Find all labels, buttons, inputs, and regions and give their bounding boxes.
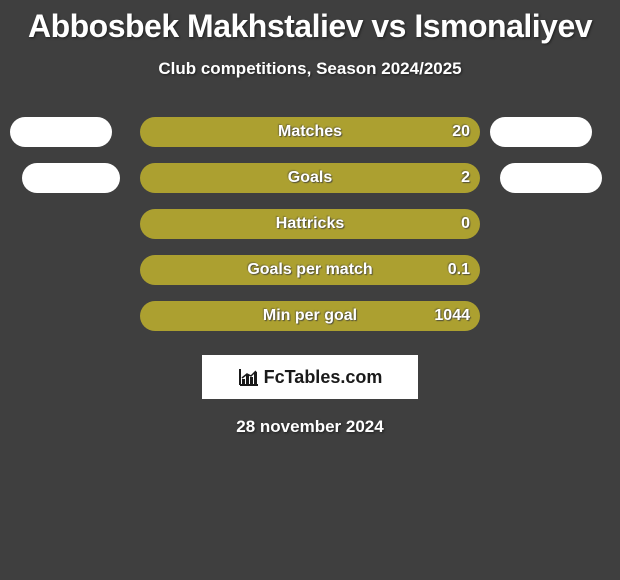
stat-row: Min per goal1044 — [0, 301, 620, 331]
bars-container: Matches20 Goals2 Hattricks0 Goals per match… — [0, 117, 620, 331]
stat-row: Hattricks0 — [0, 209, 620, 239]
stat-value: 0.1 — [0, 255, 470, 285]
page-title: Abbosbek Makhstaliev vs Ismonaliyev — [0, 0, 620, 45]
stat-value: 2 — [0, 163, 470, 193]
logo-text: FcTables.com — [264, 367, 383, 388]
stat-row: Goals per match0.1 — [0, 255, 620, 285]
stat-row: Matches20 — [0, 117, 620, 147]
stat-value: 1044 — [0, 301, 470, 331]
chart-icon — [238, 367, 260, 387]
stat-value: 0 — [0, 209, 470, 239]
logo-box: FcTables.com — [202, 355, 418, 399]
date-text: 28 november 2024 — [0, 417, 620, 437]
stat-row: Goals2 — [0, 163, 620, 193]
right-ellipse — [500, 163, 602, 193]
subtitle: Club competitions, Season 2024/2025 — [0, 59, 620, 79]
right-ellipse — [490, 117, 592, 147]
stat-value: 20 — [0, 117, 470, 147]
